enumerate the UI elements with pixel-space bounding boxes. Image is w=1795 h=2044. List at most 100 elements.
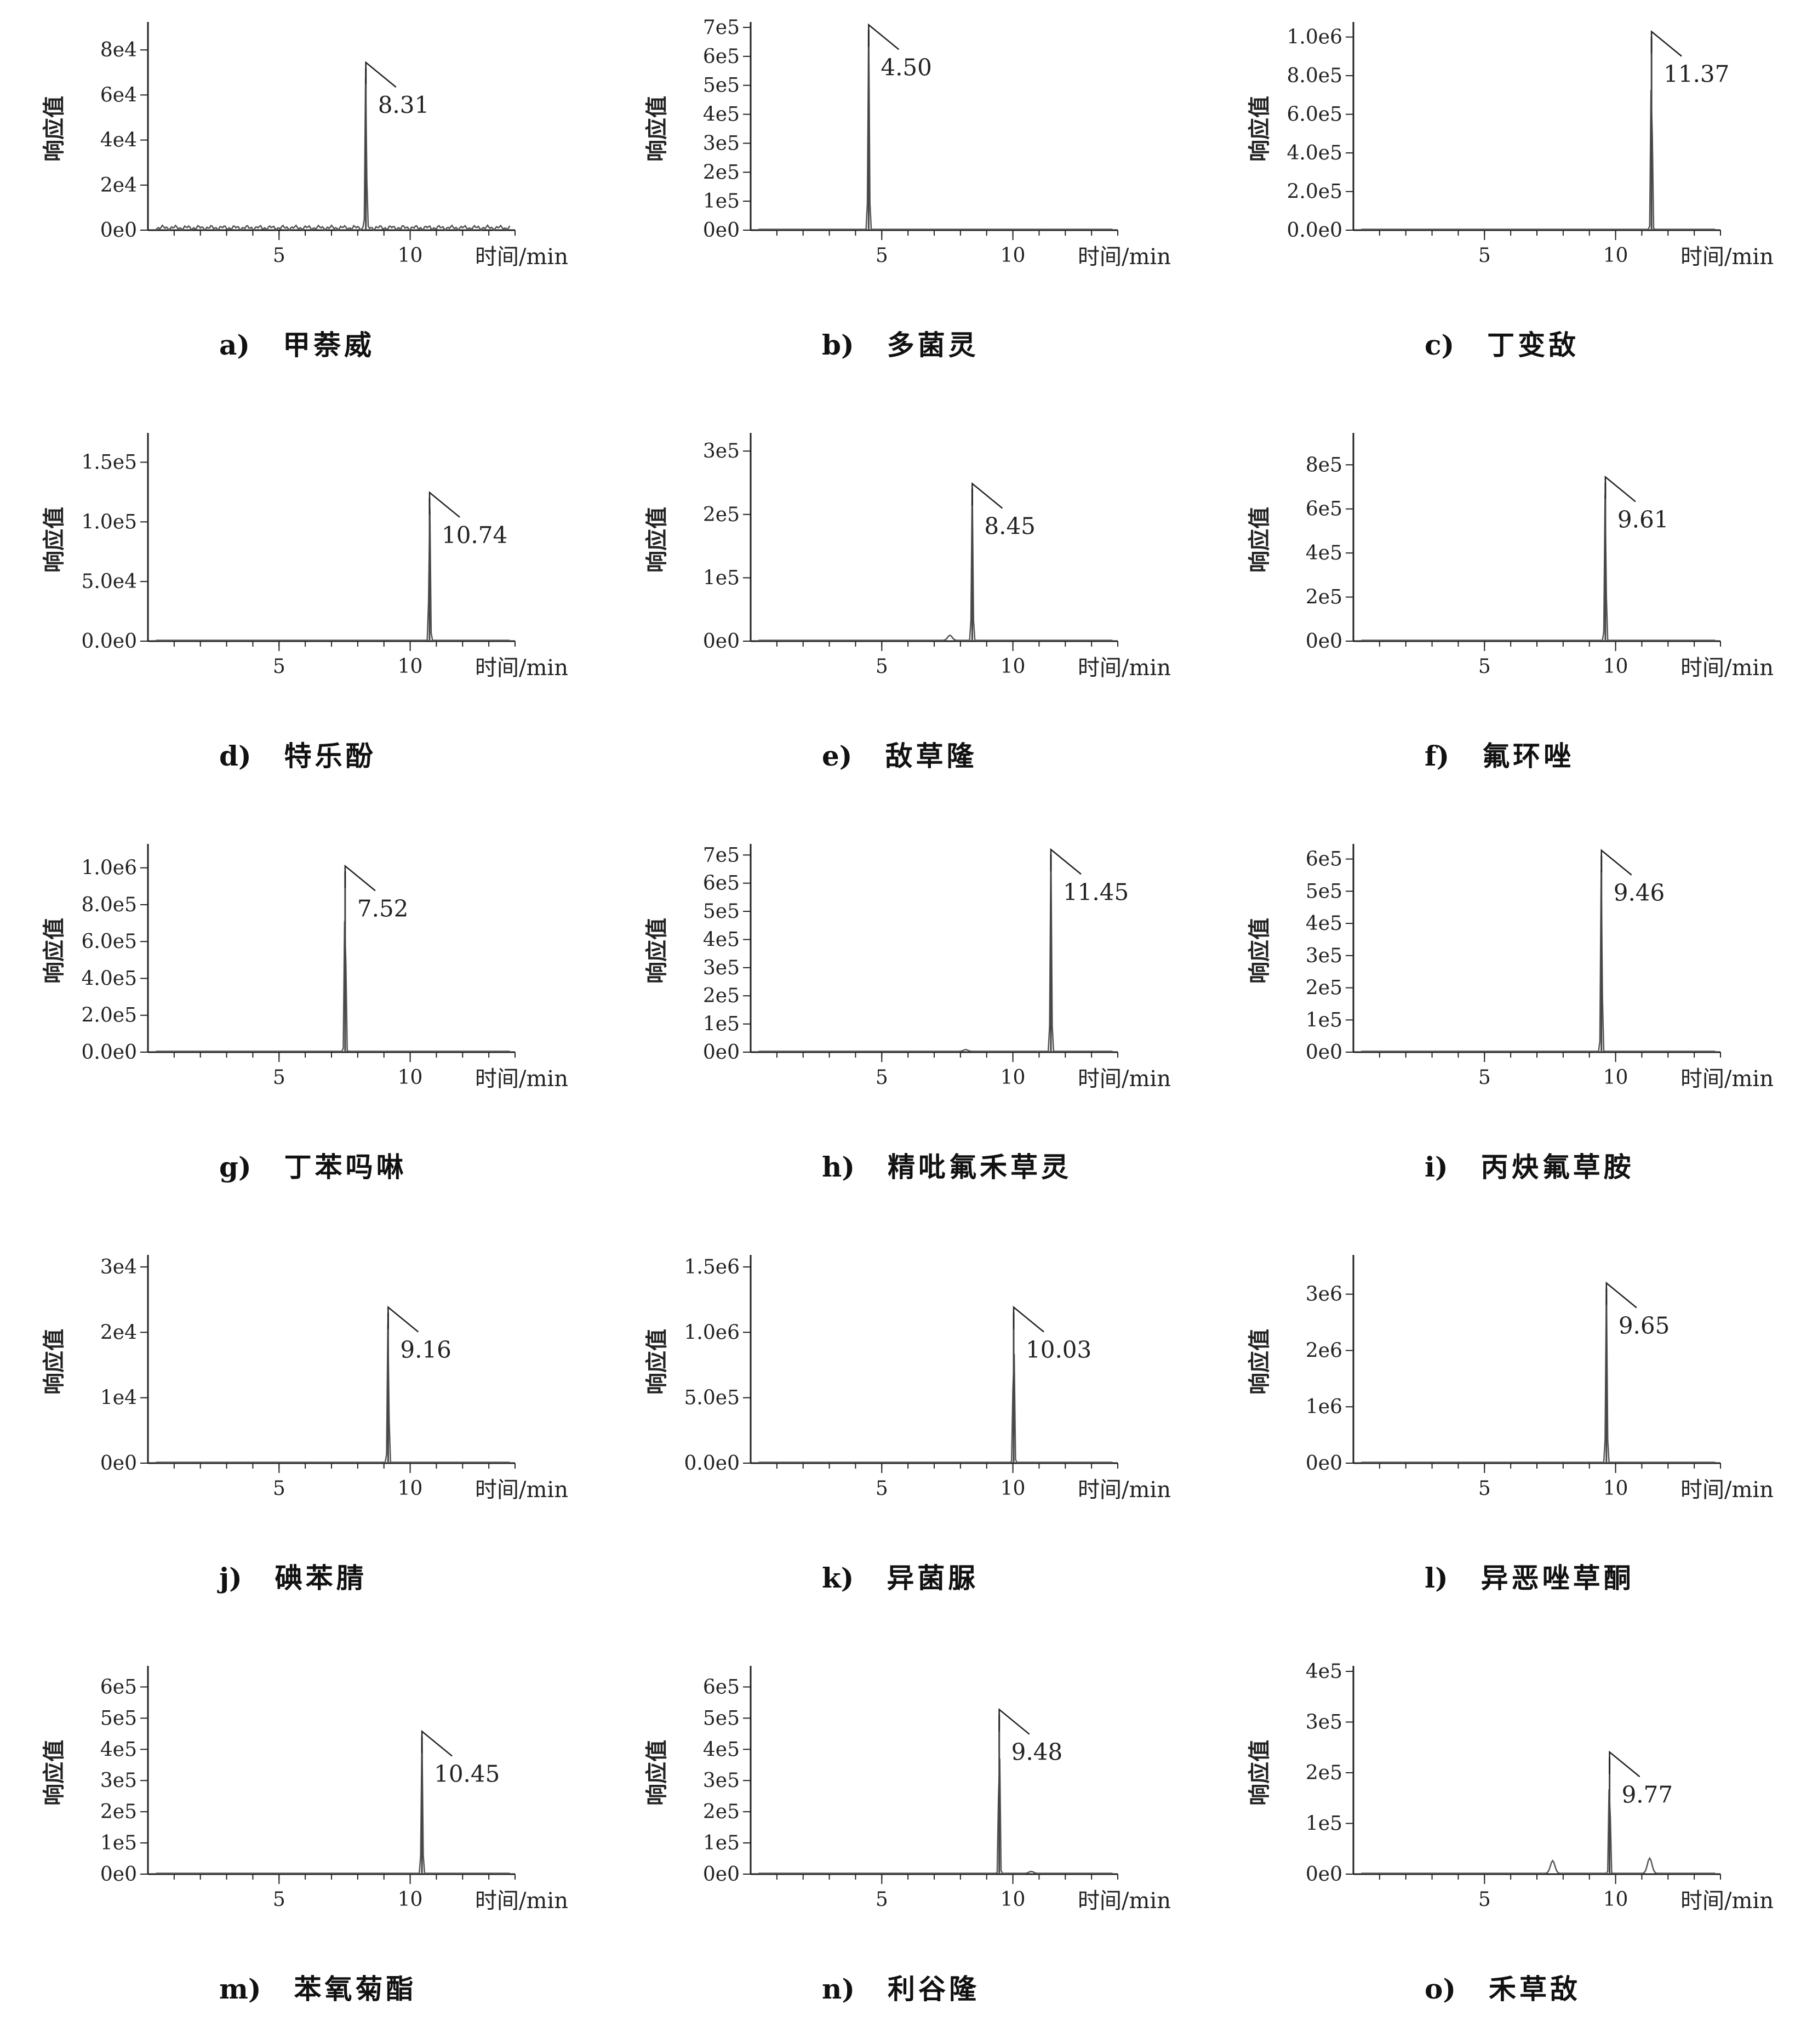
y-tick-label: 1.0e6 [1287,26,1342,49]
x-tick-label: 5 [273,244,285,267]
x-tick-label: 5 [273,1066,285,1089]
peak-label: 8.45 [984,513,1036,540]
y-tick-label: 3e6 [1306,1283,1342,1306]
panel-caption: m) 苯氧菊酯 [219,1967,417,2007]
x-axis-label: 时间/min [1680,1066,1774,1092]
peak-marker [1604,475,1636,503]
peak-label: 4.50 [881,54,932,81]
peak-marker [998,1708,1030,1735]
x-axis-label: 时间/min [475,1477,568,1503]
y-tick-label: 1e5 [1306,1009,1342,1031]
y-tick-label: 2e5 [703,985,740,1007]
chromatogram-e: 5 10 0e0 1e5 2e5 3e5 时间/min 响应值 8.45 [644,433,1171,681]
panel-letter: f) [1425,740,1450,772]
x-tick-label: 5 [1478,244,1491,267]
panel-letter: i) [1425,1151,1448,1183]
x-tick-label: 10 [1603,1477,1628,1500]
chromatogram-g: 5 10 0.0e0 2.0e5 4.0e5 6.0e5 8.0e5 1.0e6 时间/min 响… [41,844,568,1092]
y-tick-label: 5e5 [703,75,740,97]
chromatogram-trace [156,1323,510,1463]
y-tick-label: 1e5 [100,1832,137,1854]
peak-label: 9.46 [1614,880,1665,906]
y-tick-label: 0e0 [703,630,740,653]
panel-caption: f) 氟环唑 [1425,734,1574,774]
x-tick-label: 10 [1001,1477,1026,1500]
y-tick-label: 4.0e5 [82,967,137,990]
y-tick-label: 3e5 [100,1769,137,1792]
chromatogram-trace [1361,90,1716,230]
chromatogram-h: 5 10 0e0 1e5 2e5 3e5 4e5 5e5 6e5 7e5 时间/min 响应值 11.4… [644,844,1171,1092]
y-tick-label: 3e5 [1306,1711,1342,1734]
peak-label: 9.61 [1617,506,1669,533]
compound-name: 碘苯腈 [275,1562,367,1594]
x-tick-label: 5 [273,655,285,678]
chromatogram-trace [758,854,1113,1052]
compound-name: 氟环唑 [1482,740,1575,772]
peak-marker [421,1729,453,1757]
y-tick-label: 1e5 [1306,1813,1342,1835]
y-tick-label: 1.0e5 [82,511,137,533]
y-tick-label: 0e0 [100,1452,137,1475]
y-tick-label: 3e5 [703,440,740,463]
peak-marker [1650,30,1682,57]
peak-label: 9.16 [400,1336,451,1363]
x-tick-label: 10 [398,1477,423,1500]
chart-panel-m: 5 10 0e0 1e5 2e5 3e5 4e5 5e5 6e5 时间/min 响应值 10.45 m)… [22,1660,575,2044]
y-tick-label: 6e5 [100,1676,137,1698]
peak-marker [344,864,376,892]
y-tick-label: 6e5 [703,1676,740,1698]
y-tick-label: 8e4 [100,39,137,61]
chromatogram-o: 5 10 0e0 1e5 2e5 3e5 4e5 时间/min 响应值 9.77 [1247,1660,1774,1914]
panel-letter: a) [219,329,250,361]
chromatogram-j: 5 10 0e0 1e4 2e4 3e4 时间/min 响应值 9.16 [41,1255,568,1503]
y-axis-label: 响应值 [644,1740,670,1806]
y-tick-label: 4e5 [703,1738,740,1761]
compound-name: 特乐酚 [284,740,376,772]
chromatogram-trace [758,1758,1113,1874]
chromatogram-m: 5 10 0e0 1e5 2e5 3e5 4e5 5e5 6e5 时间/min 响应值 10.45 [41,1666,568,1914]
chart-panel-a: 5 10 0e0 2e4 4e4 6e4 8e4 时间/min 响应值 8.31 a) 甲萘威 [22,16,575,400]
chart-panel-l: 5 10 0e0 1e6 2e6 3e6 时间/min 响应值 9.65 l) 异恶唑草酮 [1227,1249,1781,1633]
y-tick-label: 4e5 [703,104,740,126]
chromatogram-trace [1361,870,1716,1052]
y-tick-label: 2e6 [1306,1339,1342,1362]
y-tick-label: 0e0 [1306,1863,1342,1886]
x-tick-label: 5 [1478,1477,1491,1500]
chart-panel-b: 5 10 0e0 1e5 2e5 3e5 4e5 5e5 6e5 7e5 时间/min 响应值 4.50… [625,16,1178,400]
panel-caption: i) 丙炔氟草胺 [1425,1145,1634,1185]
y-tick-label: 0e0 [703,219,740,242]
x-tick-label: 10 [1001,655,1026,678]
chart-panel-j: 5 10 0e0 1e4 2e4 3e4 时间/min 响应值 9.16 j) 碘苯腈 [22,1249,575,1633]
compound-name: 丙炔氟草胺 [1480,1151,1634,1183]
chromatogram-trace [156,1736,510,1874]
y-axis-label: 响应值 [1247,96,1272,162]
x-tick-label: 10 [398,1888,423,1911]
compound-name: 利谷隆 [888,1973,980,2005]
x-axis-label: 时间/min [1078,244,1171,270]
chart-panel-c: 5 10 0.0e0 2.0e5 4.0e5 6.0e5 8.0e5 1.0e6 时间/min 响… [1227,16,1781,400]
y-tick-label: 8.0e5 [1287,65,1342,87]
y-tick-label: 5e5 [1306,880,1342,903]
y-tick-label: 6e5 [1306,498,1342,521]
y-tick-label: 2e4 [100,1321,137,1344]
y-tick-label: 6e5 [703,45,740,68]
peak-marker [1013,1305,1044,1333]
panel-letter: c) [1425,329,1455,361]
x-axis-label: 时间/min [475,1066,568,1092]
x-tick-label: 5 [1478,1888,1491,1911]
y-tick-label: 5.0e4 [82,570,137,593]
peak-label: 10.74 [442,522,507,549]
y-tick-label: 6e5 [1306,848,1342,871]
compound-name: 多菌灵 [887,329,979,361]
y-tick-label: 1.5e5 [82,452,137,474]
chromatogram-c: 5 10 0.0e0 2.0e5 4.0e5 6.0e5 8.0e5 1.0e6 时间/min 响… [1247,22,1774,270]
peak-label: 9.48 [1011,1739,1063,1766]
panel-letter: m) [219,1973,261,2005]
x-tick-label: 10 [1603,1888,1628,1911]
chromatogram-trace [155,78,511,232]
peak-marker [1609,1750,1640,1778]
y-tick-label: 0e0 [100,219,137,242]
y-tick-label: 4e5 [1306,912,1342,935]
x-tick-label: 10 [1001,244,1026,267]
y-tick-label: 6.0e5 [1287,104,1342,126]
